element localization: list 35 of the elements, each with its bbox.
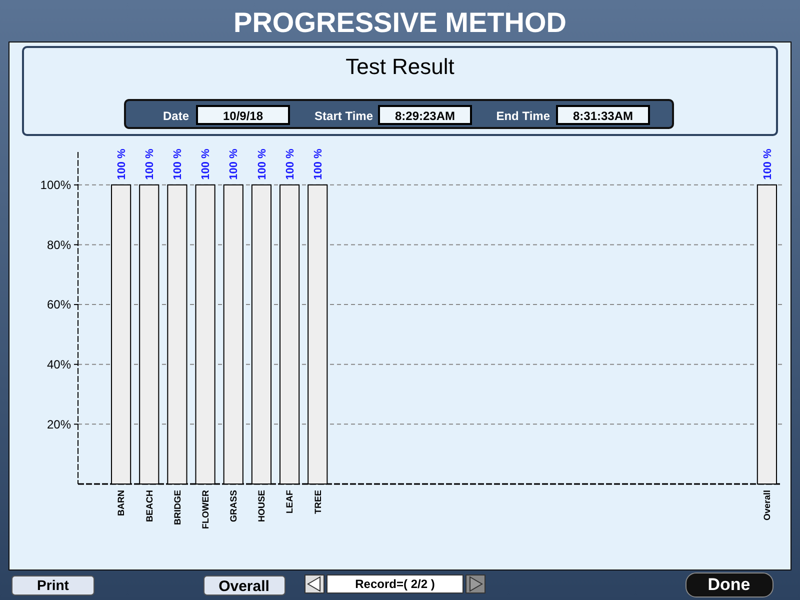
text: Start Time	[314, 109, 374, 123]
text: End Time	[496, 109, 550, 123]
x-tick-label: BEACH	[144, 490, 154, 522]
text: Overall	[218, 578, 270, 595]
x-tick-label: FLOWER	[200, 490, 210, 529]
y-tick-label: 60%	[46, 298, 72, 312]
chart-subtitle: Test Result	[346, 54, 454, 79]
text: Print	[37, 577, 70, 593]
text: Done	[708, 575, 750, 594]
text: 8:29:23AM	[394, 109, 456, 123]
x-tick-label: HOUSE	[256, 490, 267, 522]
data-label: 100 %	[256, 148, 268, 180]
data-label: 100 %	[200, 148, 212, 180]
text: 8:31:33AM	[572, 109, 634, 123]
data-label: 100 %	[762, 148, 774, 180]
data-label: 100 %	[284, 148, 296, 180]
y-tick-label: 80%	[46, 238, 72, 252]
text: 10/9/18	[222, 109, 264, 123]
x-tick-label: LEAF	[284, 490, 295, 514]
y-tick-label: 100%	[40, 178, 72, 192]
data-label: 100 %	[144, 148, 156, 180]
chart-title: PROGRESSIVE METHOD	[234, 7, 566, 38]
y-tick-label: 20%	[46, 417, 72, 432]
x-tick-label: TREE	[312, 490, 323, 514]
data-label: 100 %	[228, 148, 240, 180]
x-tick-label: BARN	[116, 490, 126, 516]
data-label: 100 %	[172, 148, 184, 180]
x-tick-label: BRIDGE	[172, 490, 182, 526]
data-label: 100 %	[312, 148, 324, 180]
x-tick-label: Overall	[762, 490, 772, 521]
x-tick-label: GRASS	[228, 490, 239, 522]
text: Date	[162, 109, 190, 123]
text: Record=( 2/2 )	[355, 577, 435, 591]
data-label: 100 %	[116, 148, 128, 180]
y-tick-label: 40%	[46, 358, 72, 372]
